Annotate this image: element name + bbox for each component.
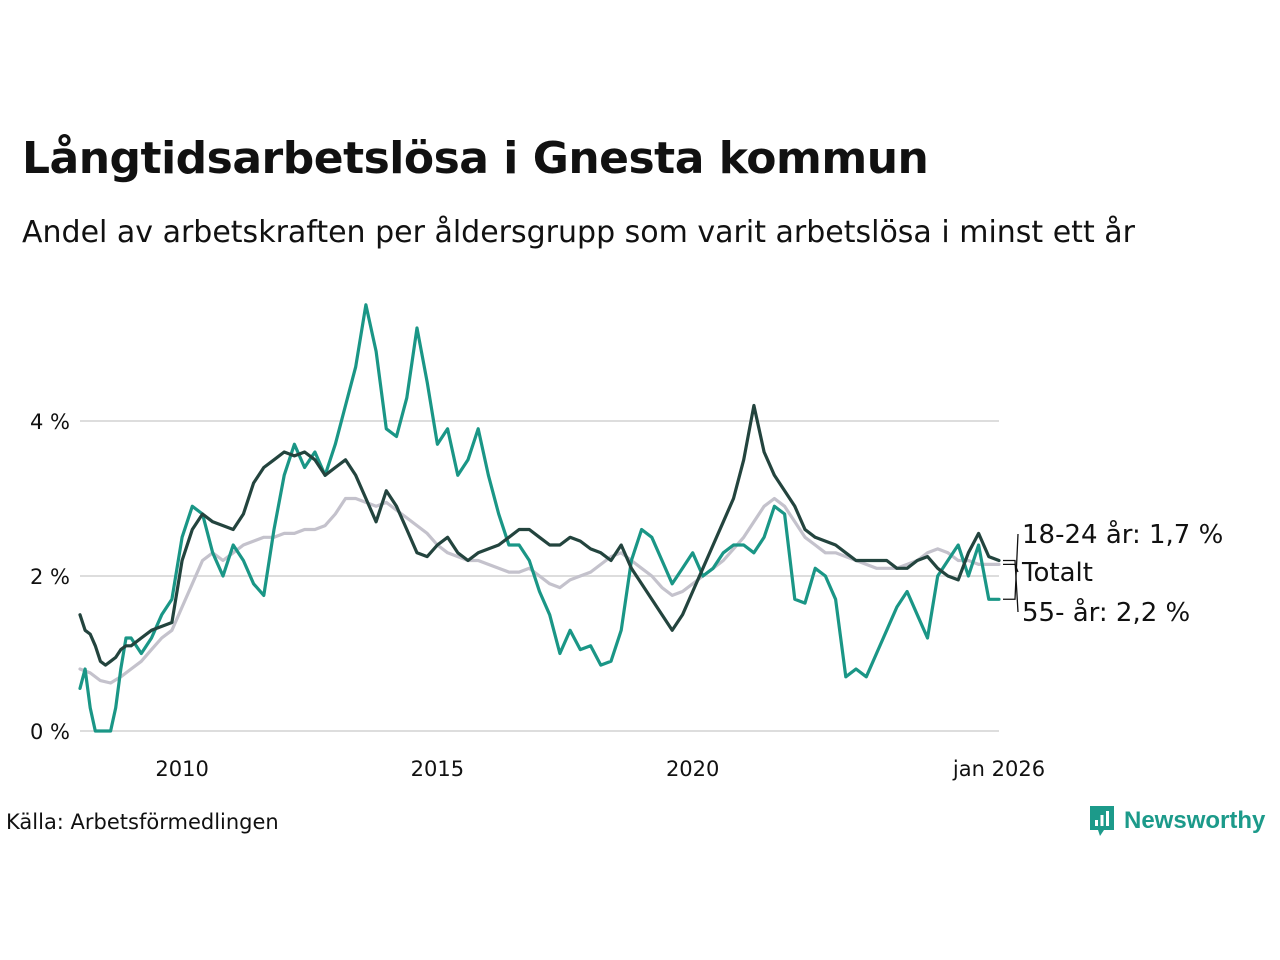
series-label: 55- år: 2,2 % <box>1022 597 1190 628</box>
y-axis: 0 % 2 % 4 % <box>30 410 70 744</box>
x-tick-label: 2020 <box>666 757 719 781</box>
x-axis: 2010 2015 2020 jan 2026 <box>155 757 1045 781</box>
source-note: Källa: Arbetsförmedlingen <box>6 810 279 834</box>
brand-name: Newsworthy <box>1124 807 1266 834</box>
series-line-1 <box>78 303 1001 733</box>
x-tick-label: 2010 <box>155 757 208 781</box>
y-tick-label: 2 % <box>30 565 70 589</box>
chart-subtitle: Andel av arbetskraften per åldersgrupp s… <box>22 215 1135 250</box>
brand-logo: Newsworthy <box>1088 804 1265 838</box>
label-leader-1 <box>1003 533 1019 600</box>
y-tick-label: 0 % <box>30 720 70 744</box>
x-tick-label: 2015 <box>411 757 464 781</box>
label-leader-2 <box>1003 559 1019 613</box>
series-label: Totalt <box>1021 558 1093 588</box>
series-line-0 <box>78 496 1001 685</box>
series-line-2 <box>78 403 1001 667</box>
series-label: 18-24 år: 1,7 % <box>1022 519 1223 550</box>
chart-title: Långtidsarbetslösa i Gnesta kommun <box>22 133 929 184</box>
x-tick-label: jan 2026 <box>952 757 1045 781</box>
y-tick-label: 4 % <box>30 410 70 434</box>
series-layer <box>78 303 1001 733</box>
newsworthy-logo-icon <box>1090 806 1114 836</box>
series-labels: 55- år: 2,2 % Totalt 18-24 år: 1,7 % <box>1003 519 1223 628</box>
